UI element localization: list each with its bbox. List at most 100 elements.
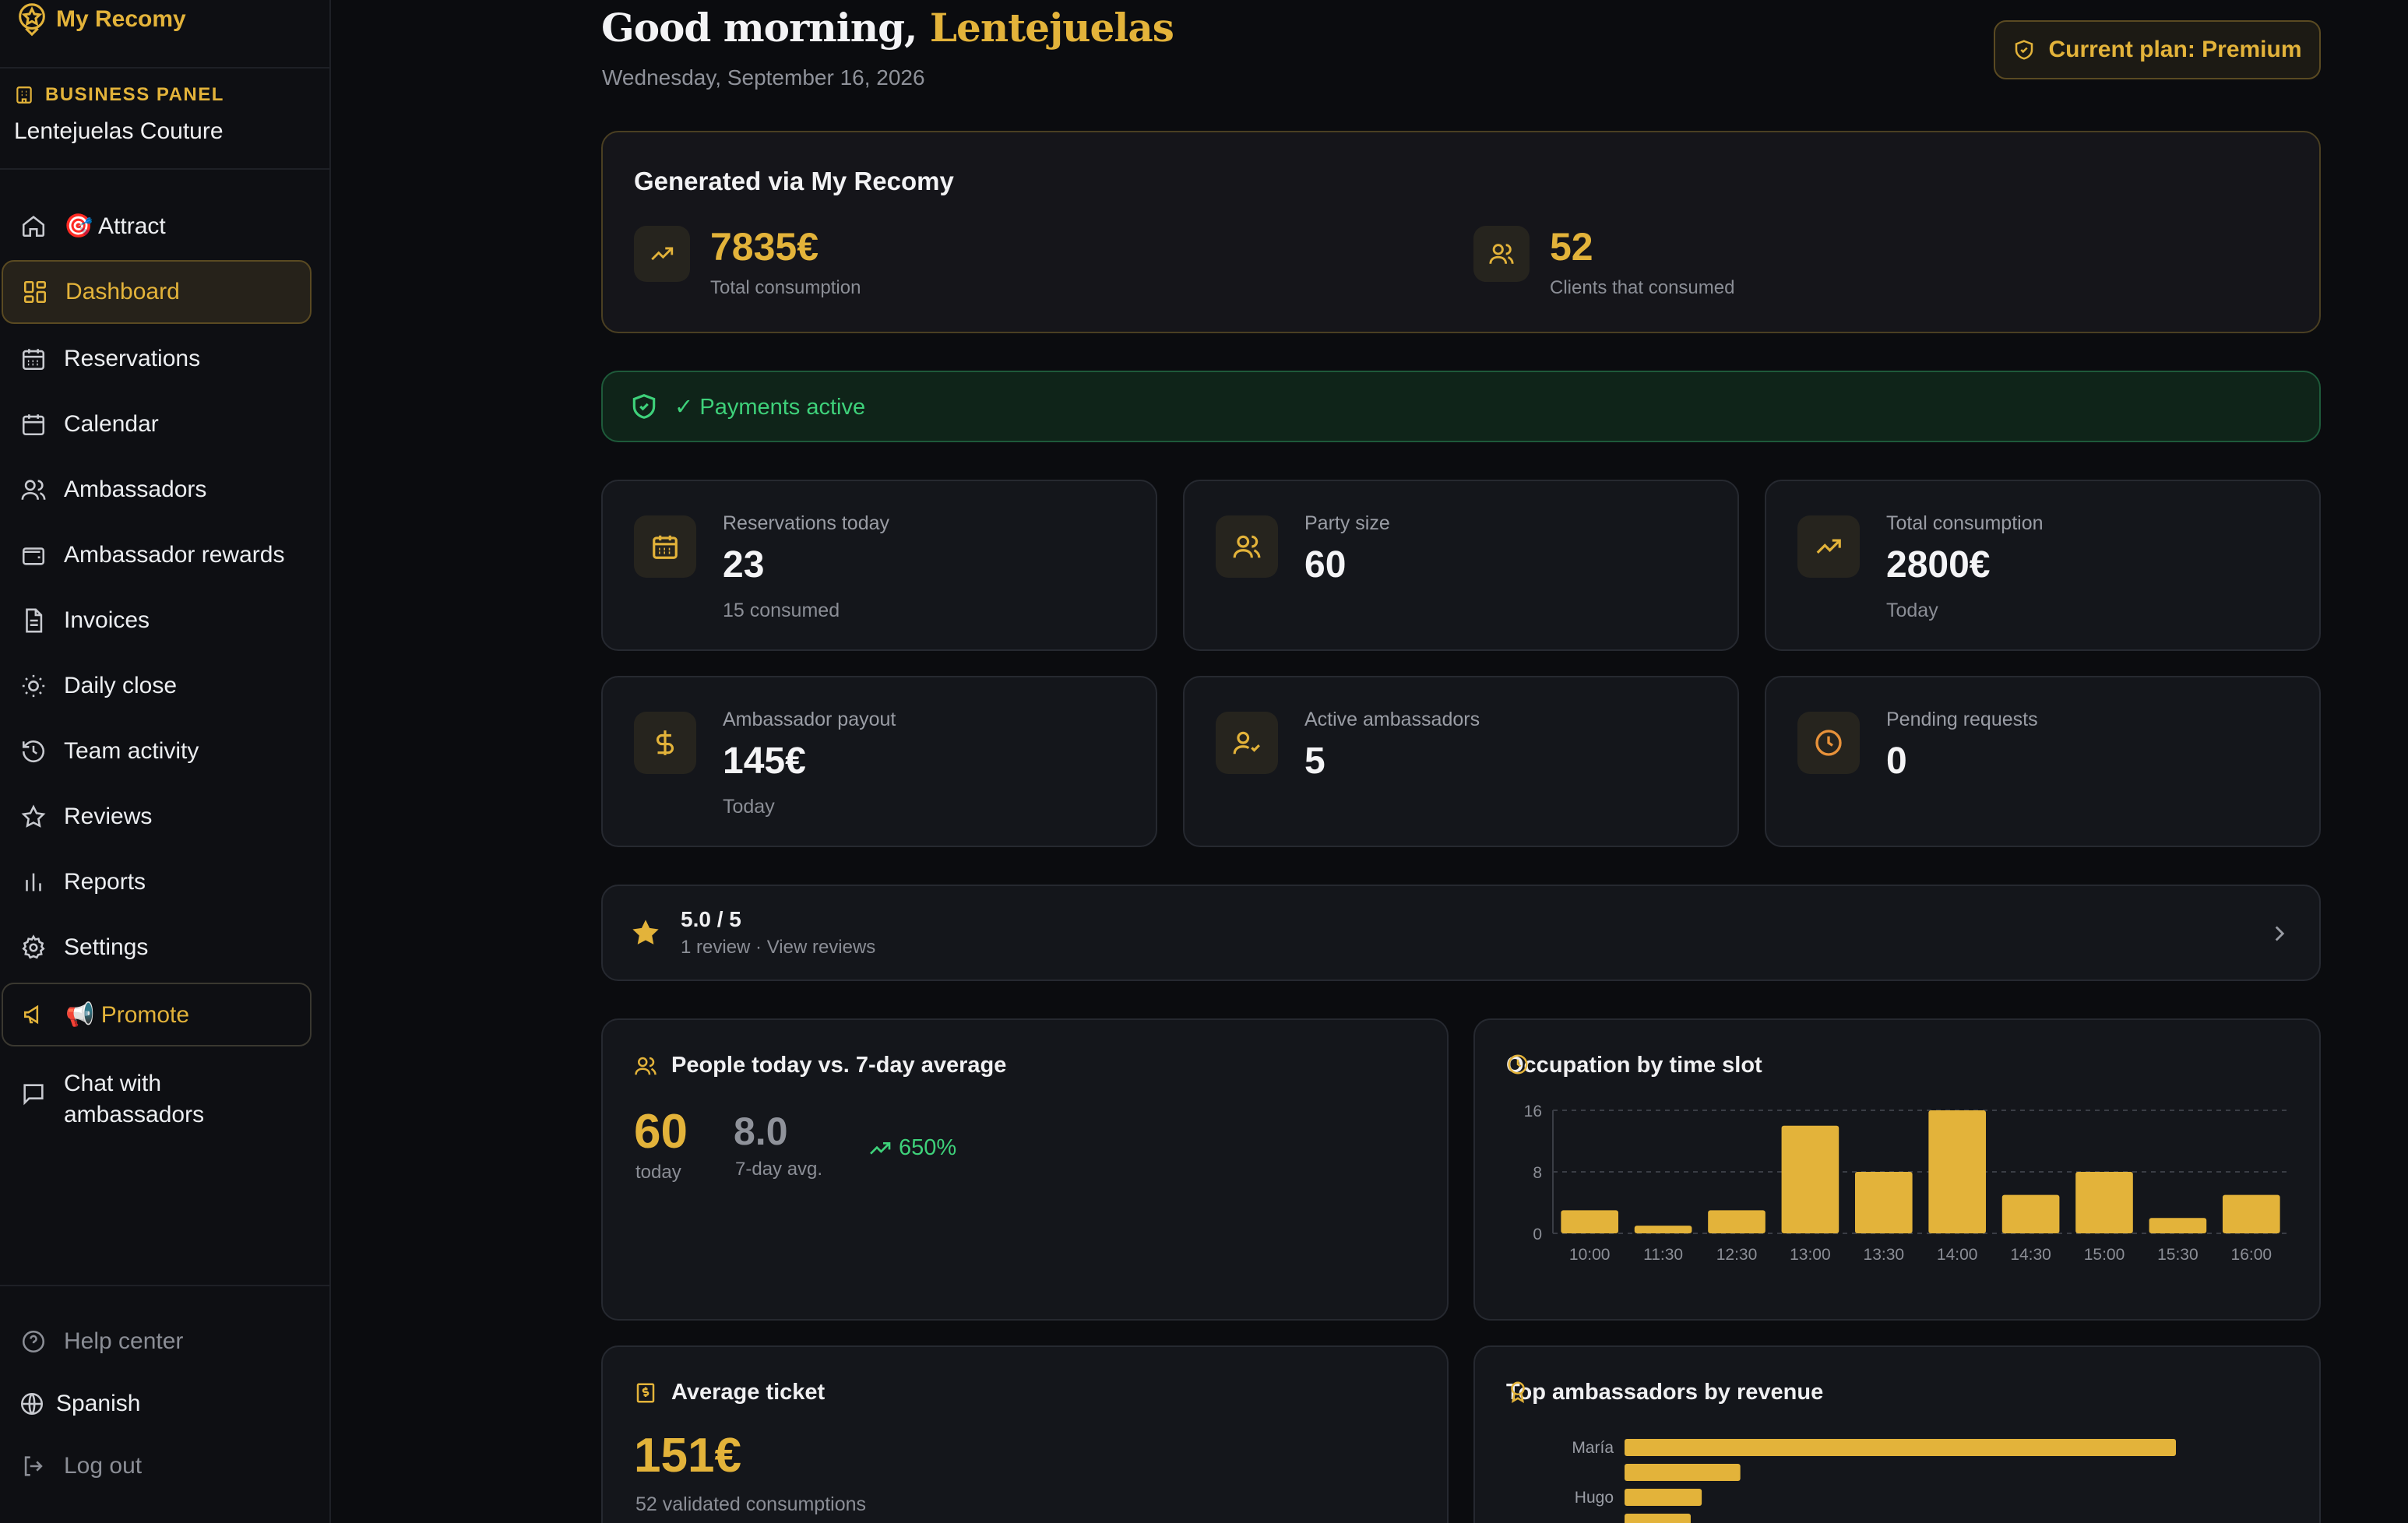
dashboard-icon	[23, 280, 47, 304]
bar	[1625, 1464, 1741, 1481]
people-trend-value: 650%	[899, 1135, 957, 1160]
stat-card-pending-requests[interactable]: Pending requests 0	[1765, 676, 2321, 847]
bar	[2075, 1172, 2133, 1233]
sidebar-item-ambassadors[interactable]: Ambassadors	[2, 458, 312, 522]
stat-label: Active ambassadors	[1304, 709, 1480, 730]
sidebar-item-label: Calendar	[64, 411, 159, 437]
occupation-chart: 0 8 16 10:00 11:30 12:30 13:00 13:30 14:00 14:30 1…	[1524, 1103, 2288, 1264]
calendar-grid-icon	[634, 515, 696, 578]
average-ticket-value: 151€	[634, 1429, 741, 1483]
sidebar-item-promote[interactable]: 📢 Promote	[2, 983, 312, 1046]
help-center-label: Help center	[64, 1328, 184, 1354]
logo-text: My Recomy	[56, 6, 186, 32]
trending-up-icon	[634, 226, 690, 282]
bar	[1781, 1125, 1839, 1233]
review-score: 5.0 / 5	[681, 907, 741, 931]
sidebar-item-calendar[interactable]: Calendar	[2, 392, 312, 456]
chevron-right-icon	[2275, 926, 2285, 941]
help-icon	[22, 1330, 45, 1353]
sidebar-item-label: Settings	[64, 934, 149, 960]
sidebar-item-team-activity[interactable]: Team activity	[2, 719, 312, 783]
top-ambassadors-title-text: Top ambassadors by revenue	[1506, 1380, 1824, 1405]
star-icon	[21, 804, 46, 828]
sidebar-item-label: 📢 Promote	[65, 1001, 190, 1028]
ticket-title-text: Average ticket	[671, 1380, 826, 1405]
logout-icon	[24, 1456, 43, 1476]
divider	[0, 67, 331, 69]
clients-value: 52	[1550, 225, 1593, 269]
building-icon	[16, 86, 32, 104]
stat-value: 145€	[723, 740, 806, 782]
language-selector[interactable]: Spanish	[2, 1372, 312, 1436]
people-today-value: 60	[634, 1105, 688, 1159]
clock-icon	[1797, 712, 1860, 774]
sidebar-item-invoices[interactable]: Invoices	[2, 589, 312, 652]
current-date: Wednesday, September 16, 2026	[602, 65, 925, 90]
logout-button[interactable]: Log out	[2, 1434, 312, 1498]
sidebar-item-ambassador-rewards[interactable]: Ambassador rewards	[2, 523, 312, 587]
sidebar-item-label: Team activity	[64, 738, 199, 764]
stat-value: 60	[1304, 544, 1347, 586]
occupation-title-text: Occupation by time slot	[1506, 1053, 1762, 1078]
people-title-text: People today vs. 7-day average	[671, 1053, 1007, 1078]
current-plan-button[interactable]: Current plan: Premium	[1994, 20, 2321, 79]
sidebar-item-reservations[interactable]: Reservations	[2, 327, 312, 391]
occupation-title: Occupation by time slot	[1506, 1053, 1762, 1078]
sun-icon	[22, 674, 45, 698]
x-tick-label: 11:30	[1643, 1246, 1683, 1264]
stat-label: Total consumption	[1886, 512, 2044, 534]
stat-value: 5	[1304, 740, 1325, 782]
clients-label: Clients that consumed	[1550, 277, 1735, 298]
stat-label: Party size	[1304, 512, 1390, 534]
divider	[0, 1285, 331, 1286]
people-avg-value: 8.0	[734, 1110, 788, 1153]
stat-card-reservations[interactable]: Reservations today 23 15 consumed	[601, 480, 1157, 651]
shield-icon	[2015, 40, 2033, 60]
sidebar-item-reports[interactable]: Reports	[2, 850, 312, 914]
language-label: Spanish	[56, 1391, 141, 1416]
top-ambassadors-card: Top ambassadors by revenue María Hugo	[1473, 1345, 2321, 1523]
people-comparison-card: People today vs. 7-day average 60 today …	[601, 1018, 1449, 1321]
x-tick-label: 15:30	[2157, 1246, 2199, 1264]
people-avg-label: 7-day avg.	[735, 1159, 823, 1180]
logo-icon	[19, 3, 45, 37]
stat-card-ambassador-payout[interactable]: Ambassador payout 145€ Today	[601, 676, 1157, 847]
stat-card-active-ambassadors[interactable]: Active ambassadors 5	[1183, 676, 1739, 847]
y-tick-label: Hugo	[1575, 1489, 1614, 1507]
sidebar-item-reviews[interactable]: Reviews	[2, 785, 312, 849]
clock-icon	[1508, 1054, 1528, 1075]
top-ambassadors-chart: María Hugo	[1572, 1439, 2176, 1523]
y-tick-label: 0	[1533, 1226, 1542, 1243]
sidebar-item-dashboard[interactable]: Dashboard	[2, 260, 312, 324]
reviews-summary-row[interactable]: 5.0 / 5 1 review · View reviews	[601, 885, 2321, 981]
calendar-grid-icon	[22, 349, 45, 371]
business-panel-label: BUSINESS PANEL	[45, 84, 224, 105]
y-tick-label: 16	[1524, 1103, 1542, 1120]
sidebar: My Recomy BUSINESS PANEL Lentejuelas Cou…	[0, 0, 331, 1523]
users-icon	[1473, 226, 1530, 282]
stat-label: Pending requests	[1886, 709, 2038, 730]
sidebar-item-label: 🎯 Attract	[64, 213, 166, 239]
gear-icon	[22, 934, 45, 959]
chat-icon	[23, 1084, 44, 1106]
sidebar-item-attract[interactable]: 🎯 Attract	[2, 194, 312, 258]
stat-card-total-consumption[interactable]: Total consumption 2800€ Today	[1765, 480, 2321, 651]
sidebar-item-settings[interactable]: Settings	[2, 916, 312, 980]
y-tick-label: 8	[1533, 1164, 1542, 1182]
stat-card-party-size[interactable]: Party size 60	[1183, 480, 1739, 651]
history-icon	[22, 740, 45, 763]
sidebar-item-label: Reports	[64, 869, 146, 895]
sidebar-item-label: Daily close	[64, 673, 178, 698]
sidebar-item-label: Dashboard	[65, 279, 180, 304]
users-icon	[21, 480, 46, 500]
calendar-icon	[22, 414, 45, 436]
sidebar-item-daily-close[interactable]: Daily close	[2, 654, 312, 718]
app-logo[interactable]: My Recomy	[14, 0, 186, 39]
star-filled-icon	[632, 920, 659, 944]
bar	[1928, 1110, 1987, 1233]
sidebar-item-chat[interactable]: Chat with ambassadors	[2, 1060, 312, 1138]
payments-status-banner: ✓ Payments active	[601, 371, 2321, 442]
total-consumption-label: Total consumption	[710, 277, 861, 298]
bar	[2001, 1194, 2060, 1233]
help-center-link[interactable]: Help center	[2, 1310, 312, 1374]
